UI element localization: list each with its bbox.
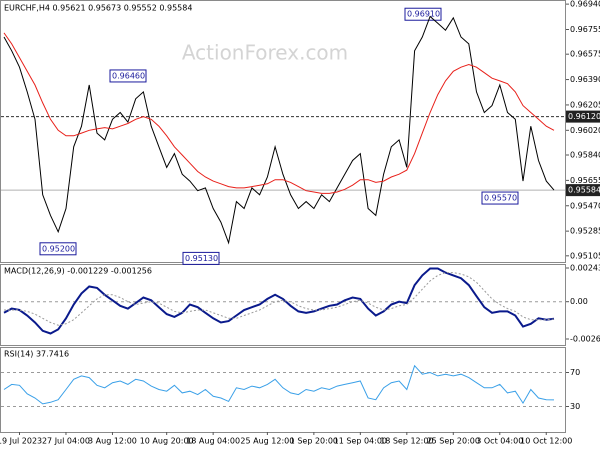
y-tick-label: 70 bbox=[570, 368, 580, 377]
price-annotation-box bbox=[109, 69, 147, 83]
series-line bbox=[3, 32, 555, 194]
price-annotation: 0.95130 bbox=[185, 254, 218, 263]
level-label: 0.96120 bbox=[568, 112, 600, 121]
price-annotation-box bbox=[182, 251, 220, 265]
price-annotation-box bbox=[39, 242, 77, 256]
price-annotation-box bbox=[481, 191, 519, 205]
rsi-title: RSI(14) 37.7416 bbox=[4, 350, 69, 359]
series-line bbox=[3, 15, 555, 245]
last-price-label: 0.95584 bbox=[568, 186, 600, 195]
y-tick-label: 0.96390 bbox=[570, 75, 600, 84]
x-tick-label: 25 Sep 20:00 bbox=[427, 437, 480, 446]
macd-title: MACD(12,26,9) -0.001229 -0.001256 bbox=[4, 267, 152, 276]
x-tick-label: 19 Jul 2023 bbox=[0, 437, 42, 446]
y-tick-label: 0.95655 bbox=[570, 176, 600, 185]
x-tick-label: 25 Aug 12:00 bbox=[240, 437, 294, 446]
x-tick-label: 10 Oct 12:00 bbox=[520, 437, 572, 446]
y-tick-label: 0.96205 bbox=[570, 100, 600, 109]
y-tick-label: 0.95105 bbox=[570, 251, 600, 260]
x-tick-label: 3 Oct 04:00 bbox=[476, 437, 523, 446]
y-tick-label: 0.95840 bbox=[570, 151, 600, 160]
y-tick-label: 0.95470 bbox=[570, 201, 600, 210]
x-tick-label: 3 Aug 12:00 bbox=[88, 437, 137, 446]
x-tick-label: 18 Sep 12:00 bbox=[380, 437, 433, 446]
y-tick-label: 0.002436 bbox=[570, 263, 600, 272]
y-tick-label: 0.96020 bbox=[570, 126, 600, 135]
price-annotation: 0.96910 bbox=[407, 10, 440, 19]
macd-panel bbox=[0, 264, 566, 346]
series-line bbox=[3, 364, 555, 405]
x-tick-label: 27 Jul 04:00 bbox=[42, 437, 90, 446]
x-tick-label: 11 Sep 04:00 bbox=[334, 437, 387, 446]
y-tick-label: 0.96940 bbox=[570, 0, 600, 9]
price-annotation: 0.96460 bbox=[112, 71, 145, 80]
x-tick-label: 1 Sep 20:00 bbox=[290, 437, 338, 446]
level-label-box bbox=[566, 110, 600, 123]
price-annotation: 0.95570 bbox=[484, 194, 517, 203]
price-title: EURCHF,H4 0.95621 0.95673 0.95552 0.9558… bbox=[4, 4, 192, 13]
last-price-box bbox=[566, 184, 600, 197]
price-annotation: 0.95200 bbox=[42, 244, 75, 253]
price-annotation-box bbox=[404, 7, 442, 21]
price-panel bbox=[0, 0, 566, 263]
y-tick-label: 0.95285 bbox=[570, 227, 600, 236]
y-tick-label: 0.00 bbox=[570, 297, 588, 306]
y-tick-label: 0.96575 bbox=[570, 50, 600, 59]
y-tick-label: 0.96755 bbox=[570, 25, 600, 34]
series-line bbox=[3, 267, 555, 335]
watermark: ActionForex.com bbox=[182, 41, 348, 65]
series-line bbox=[4, 272, 555, 326]
x-tick-label: 10 Aug 20:00 bbox=[140, 437, 194, 446]
rsi-panel bbox=[0, 347, 566, 433]
y-tick-label: -0.002696 bbox=[570, 334, 600, 343]
x-tick-label: 18 Aug 04:00 bbox=[186, 437, 240, 446]
y-tick-label: 30 bbox=[570, 402, 580, 411]
